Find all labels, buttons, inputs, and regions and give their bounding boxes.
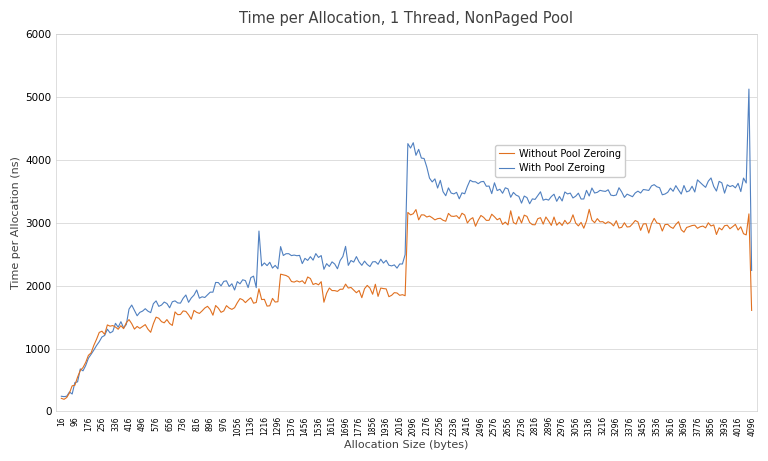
Without Pool Zeroing <box>57 396 66 401</box>
With Pool Zeroing <box>401 252 410 257</box>
Without Pool Zeroing <box>322 290 331 296</box>
With Pool Zeroing <box>747 268 756 273</box>
With Pool Zeroing <box>59 394 68 399</box>
Without Pool Zeroing <box>276 272 285 277</box>
Without Pool Zeroing <box>584 207 594 212</box>
Without Pool Zeroing <box>314 282 323 288</box>
With Pool Zeroing <box>57 394 66 399</box>
Legend: Without Pool Zeroing, With Pool Zeroing: Without Pool Zeroing, With Pool Zeroing <box>495 145 624 177</box>
With Pool Zeroing <box>360 258 369 264</box>
Without Pool Zeroing <box>623 224 632 230</box>
Title: Time per Allocation, 1 Thread, NonPaged Pool: Time per Allocation, 1 Thread, NonPaged … <box>240 11 574 26</box>
With Pool Zeroing <box>276 244 285 249</box>
X-axis label: Allocation Size (bytes): Allocation Size (bytes) <box>344 440 468 450</box>
With Pool Zeroing <box>620 195 629 200</box>
Y-axis label: Time per Allocation (ns): Time per Allocation (ns) <box>11 156 21 289</box>
Without Pool Zeroing <box>747 307 756 313</box>
Line: Without Pool Zeroing: Without Pool Zeroing <box>61 209 752 399</box>
With Pool Zeroing <box>744 86 753 92</box>
Without Pool Zeroing <box>360 286 369 291</box>
With Pool Zeroing <box>314 254 323 260</box>
With Pool Zeroing <box>322 261 331 266</box>
Without Pool Zeroing <box>59 396 68 402</box>
Without Pool Zeroing <box>401 293 410 299</box>
Line: With Pool Zeroing: With Pool Zeroing <box>61 89 752 396</box>
